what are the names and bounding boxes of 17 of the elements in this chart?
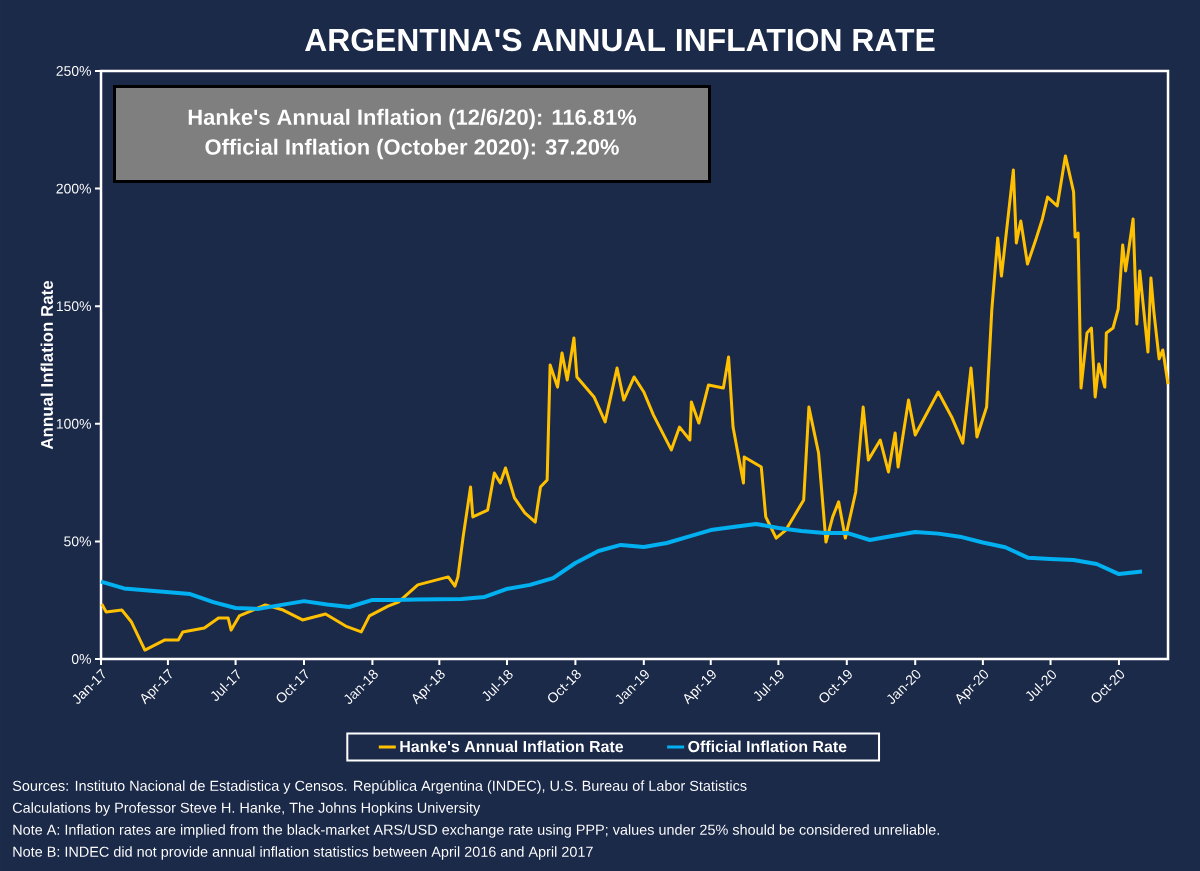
y-tick-label: 0% <box>71 654 91 664</box>
annotation: Hanke's Annual Inflation (12/6/20): 116.81% <box>188 108 637 130</box>
y-tick-label: 150% <box>56 301 91 312</box>
text: Note A: Inflation rates are implied from the black-market ARS/USD exchange rate using PPP; values under 25% should be considered unreliable. <box>13 824 939 838</box>
y-tick-label: 100% <box>56 418 91 429</box>
line-series <box>99 521 1145 611</box>
text: Calculations by Professor Steve H. Hanke, The Johns Hopkins University <box>12 802 481 816</box>
y-tick-label: 200% <box>56 183 91 194</box>
chart-title: ARGENTINA'S ANNUAL INFLATION RATE <box>305 28 935 52</box>
legend-label: Official Inflation Rate <box>688 740 847 753</box>
y-tick-label: 50% <box>64 536 91 547</box>
y-axis-title: Annual Inflation Rate <box>40 280 53 450</box>
y-tick-label: 250% <box>56 66 91 76</box>
legend-label: Hanke's Annual Inflation Rate <box>400 740 624 753</box>
source-note: Sources: Instituto Nacional de Estadistica y Censos. República Argentina (INDEC), U.S. Bureau of Labor Statistics <box>12 780 747 794</box>
annotation: Official Inflation (October 2020): 37.20% <box>205 138 619 160</box>
text: Note B: INDEC did not provide annual inflation statistics between April 2016 and April 2017 <box>13 846 593 860</box>
